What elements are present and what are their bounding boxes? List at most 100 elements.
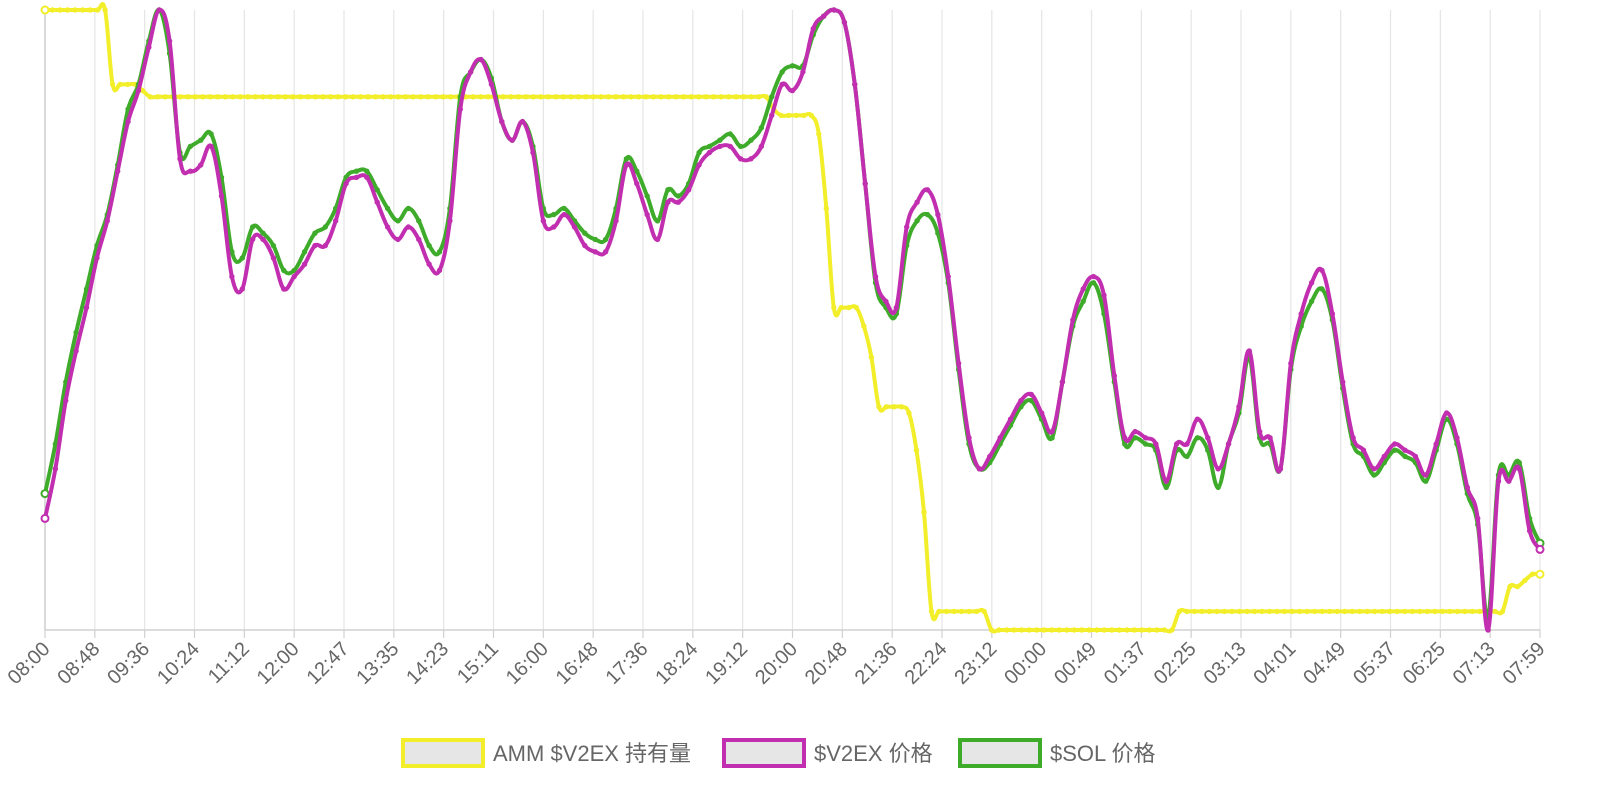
data-point: [1079, 627, 1085, 633]
data-point: [417, 94, 424, 100]
x-tick-label: 01:37: [1100, 638, 1151, 689]
x-tick-label: 22:24: [901, 638, 952, 689]
data-point: [1360, 447, 1367, 453]
data-point: [357, 94, 364, 100]
data-point: [405, 224, 412, 230]
data-point: [1205, 435, 1211, 441]
data-point: [650, 94, 657, 100]
legend-item[interactable]: AMM $V2EX 持有量: [401, 738, 691, 768]
data-point: [353, 168, 360, 174]
data-point: [335, 94, 341, 100]
data-point: [988, 627, 995, 633]
data-point: [1080, 286, 1086, 292]
data-point: [1246, 348, 1253, 354]
data-point: [343, 180, 349, 187]
data-point: [1154, 627, 1160, 633]
data-point: [973, 608, 980, 615]
x-tick-label: 07:13: [1449, 638, 1500, 689]
data-point: [1387, 608, 1393, 615]
x-tick-label: 08:48: [53, 638, 104, 689]
data-point: [177, 156, 183, 162]
data-point: [322, 242, 329, 249]
data-point: [312, 230, 318, 236]
data-point: [282, 94, 289, 100]
data-point: [861, 323, 867, 329]
x-tick-label: 00:49: [1050, 638, 1101, 689]
data-point: [737, 156, 744, 162]
data-point: [1184, 453, 1190, 460]
data-point: [364, 168, 370, 174]
data-point: [695, 94, 702, 100]
data-point: [380, 94, 386, 100]
data-point: [1506, 478, 1512, 484]
x-tick-label: 05:37: [1349, 638, 1400, 689]
data-point: [801, 112, 807, 119]
data-point: [1454, 608, 1461, 615]
data-point: [187, 168, 194, 174]
data-point: [789, 63, 796, 69]
data-point: [267, 94, 274, 100]
data-point: [1350, 435, 1356, 441]
data-point: [73, 329, 79, 336]
data-point: [644, 193, 650, 199]
legend-item[interactable]: $SOL 价格: [958, 738, 1156, 768]
data-point: [1184, 441, 1190, 447]
data-point: [301, 249, 308, 255]
legend-swatch: [958, 738, 1042, 768]
data-point: [260, 94, 266, 100]
data-point: [281, 286, 287, 292]
data-point: [198, 162, 204, 168]
data-point: [365, 94, 371, 100]
data-point: [1132, 435, 1138, 441]
data-point: [654, 236, 661, 243]
legend-swatch: [722, 738, 806, 768]
data-point: [1028, 391, 1034, 398]
data-point: [644, 211, 650, 218]
data-point: [509, 137, 515, 143]
data-point: [1215, 484, 1221, 491]
data-point: [733, 94, 739, 100]
data-point: [823, 205, 830, 212]
data-point: [1349, 608, 1355, 615]
data-point: [1402, 447, 1408, 453]
data-point: [893, 304, 900, 311]
data-point: [779, 81, 785, 88]
data-point: [457, 106, 463, 112]
data-point: [1229, 608, 1235, 615]
data-point: [623, 156, 630, 162]
data-point: [1412, 453, 1419, 460]
data-point: [602, 249, 609, 255]
data-point: [717, 137, 723, 143]
data-point: [1132, 428, 1138, 435]
data-point: [1495, 478, 1502, 484]
data-point: [1116, 627, 1123, 633]
data-point: [1146, 627, 1153, 633]
data-point: [568, 94, 574, 100]
data-point: [342, 94, 349, 100]
data-point: [981, 608, 987, 615]
data-point: [1334, 608, 1340, 615]
data-point: [1236, 608, 1243, 615]
data-point: [1173, 441, 1180, 447]
x-tick-label: 03:13: [1200, 638, 1251, 689]
data-point: [508, 94, 514, 100]
data-point: [583, 94, 589, 100]
data-point: [575, 94, 582, 100]
data-point: [124, 81, 131, 88]
data-point: [748, 156, 754, 162]
data-point: [1090, 273, 1097, 280]
data-point: [1372, 608, 1378, 615]
legend[interactable]: AMM $V2EX 持有量 $V2EX 价格 $SOL 价格: [401, 738, 1156, 768]
data-point: [156, 7, 162, 13]
data-point: [1259, 608, 1265, 615]
data-point: [1308, 298, 1315, 305]
data-point: [147, 94, 153, 100]
data-point: [706, 149, 713, 156]
legend-item[interactable]: $V2EX 价格: [722, 738, 933, 768]
data-point: [395, 236, 401, 243]
data-point: [643, 94, 649, 100]
data-point: [52, 441, 59, 447]
data-point: [1289, 608, 1295, 615]
data-point: [831, 304, 837, 311]
data-point: [853, 304, 860, 311]
